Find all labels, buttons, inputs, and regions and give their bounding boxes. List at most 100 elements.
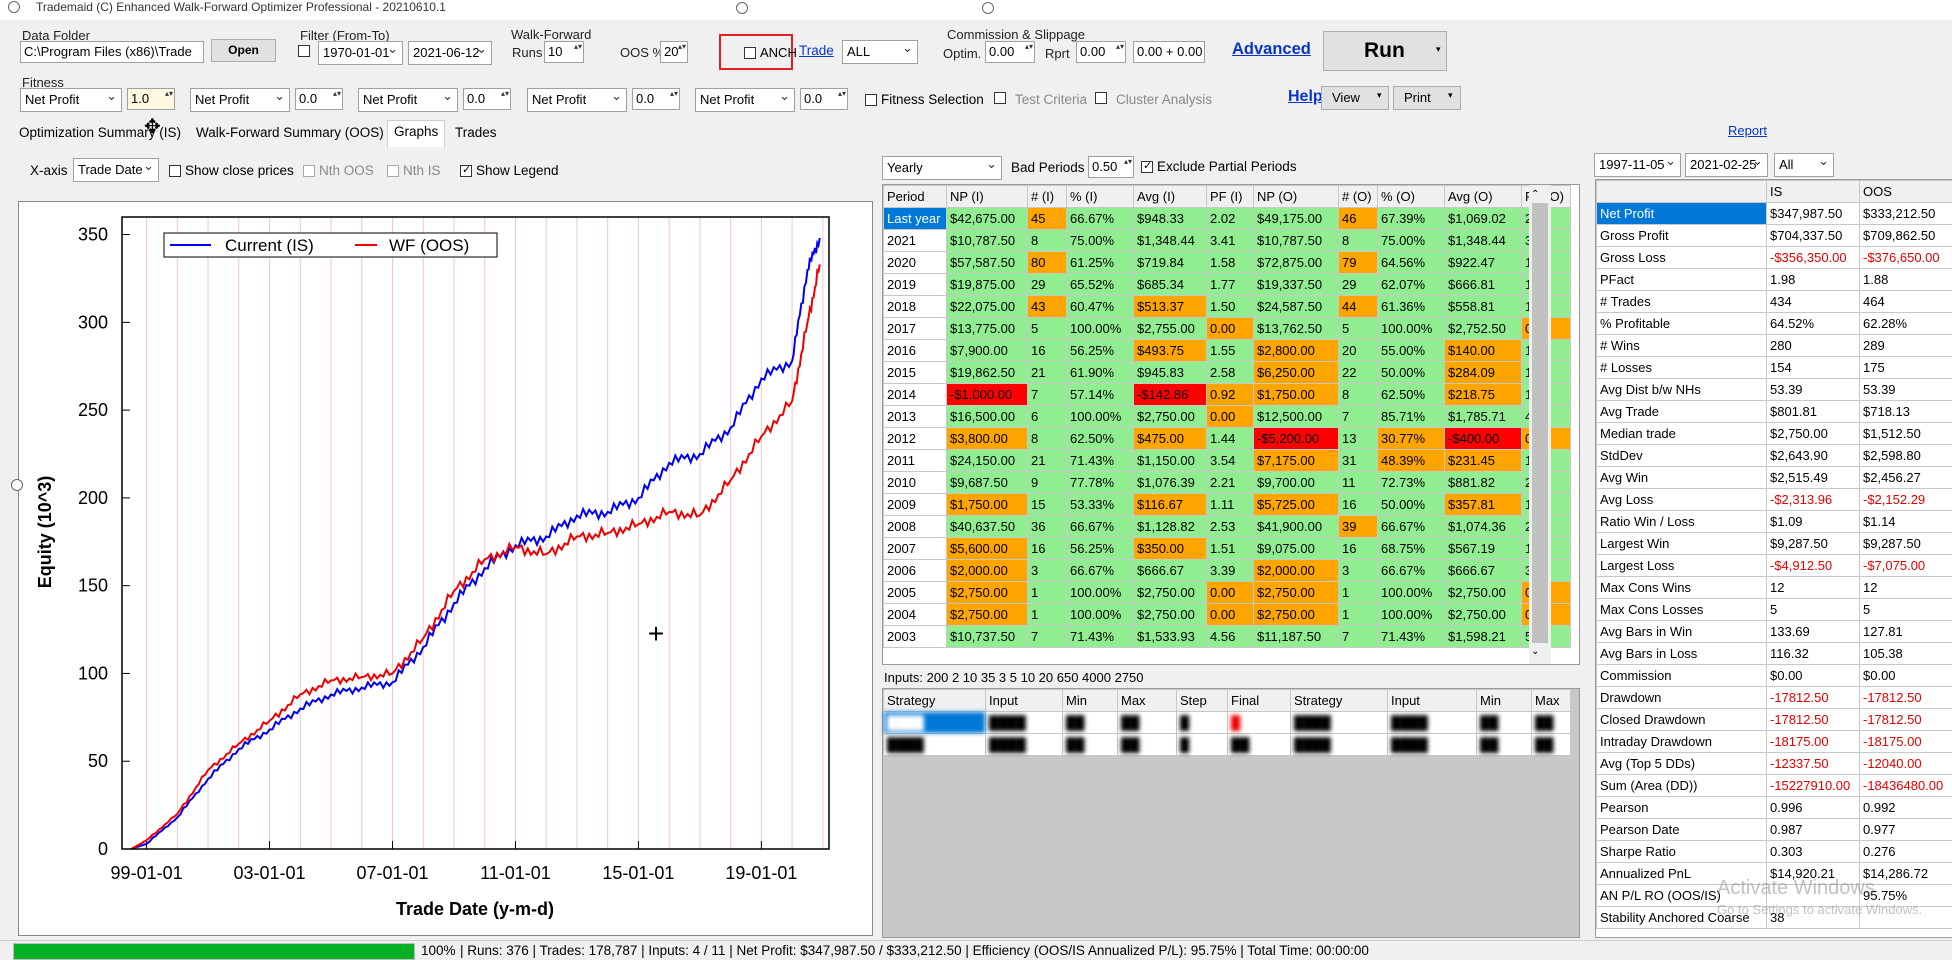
fitness-weight-5[interactable]: 0.0 bbox=[800, 88, 848, 110]
scrollbar-thumb[interactable] bbox=[1532, 203, 1548, 643]
resize-handle-left[interactable] bbox=[11, 479, 23, 491]
inputs-row-2[interactable]: ███████████████████████████ bbox=[884, 734, 1571, 756]
period-col-header[interactable]: NP (I) bbox=[947, 186, 1028, 208]
stats-row[interactable]: Drawdown-17812.50-17812.50 bbox=[1597, 687, 1952, 709]
period-col-header[interactable]: Avg (O) bbox=[1445, 186, 1522, 208]
stats-row[interactable]: Avg (Top 5 DDs)-12337.50-12040.00 bbox=[1597, 753, 1952, 775]
stats-row[interactable]: Avg Win$2,515.49$2,456.27 bbox=[1597, 467, 1952, 489]
stats-row[interactable]: Largest Loss-$4,912.50-$7,075.00 bbox=[1597, 555, 1952, 577]
period-col-header[interactable]: # (O) bbox=[1339, 186, 1378, 208]
stats-scope-select[interactable]: All bbox=[1774, 153, 1834, 177]
run-button[interactable]: Run bbox=[1323, 31, 1447, 71]
period-select[interactable]: Yearly bbox=[882, 156, 1002, 180]
stats-row[interactable]: Avg Trade$801.81$718.13 bbox=[1597, 401, 1952, 423]
trade-filter-select[interactable]: ALL bbox=[842, 40, 918, 64]
resize-handle-top-1[interactable] bbox=[736, 2, 748, 14]
scroll-up-icon[interactable]: ⌃ bbox=[1531, 189, 1539, 200]
stats-row[interactable]: Avg Loss-$2,313.96-$2,152.29 bbox=[1597, 489, 1952, 511]
help-link[interactable]: Help bbox=[1288, 88, 1323, 106]
rprt-stepper[interactable]: 0.00 bbox=[1076, 41, 1126, 63]
view-dropdown-icon[interactable]: ▾ bbox=[1377, 90, 1382, 101]
scroll-down-icon[interactable]: ⌄ bbox=[1531, 646, 1539, 657]
runs-stepper[interactable]: 10 bbox=[544, 41, 584, 63]
stats-row[interactable]: Commission$0.00$0.00 bbox=[1597, 665, 1952, 687]
fitness-weight-4[interactable]: 0.0 bbox=[632, 88, 680, 110]
inputs-row-1[interactable]: ██████████████████████████ bbox=[884, 712, 1571, 734]
filter-from-date[interactable]: 1970-01-01 bbox=[318, 41, 403, 65]
period-col-header[interactable]: NP (O) bbox=[1254, 186, 1339, 208]
stats-row[interactable]: Intraday Drawdown-18175.00-18175.00 bbox=[1597, 731, 1952, 753]
stats-row[interactable]: Net Profit$347,987.50$333,212.50 bbox=[1597, 203, 1952, 225]
bad-periods-stepper[interactable]: 0.50 bbox=[1088, 156, 1134, 178]
tab-trades[interactable]: Trades bbox=[449, 122, 503, 144]
tab-graphs[interactable]: Graphs bbox=[387, 120, 445, 147]
xaxis-select[interactable]: Trade Date bbox=[73, 158, 159, 182]
inputs-col-header[interactable]: Final bbox=[1228, 690, 1291, 712]
show-close-checkbox[interactable] bbox=[169, 165, 181, 177]
show-legend-checkbox[interactable] bbox=[460, 165, 472, 177]
period-col-header[interactable]: PF (I) bbox=[1207, 186, 1254, 208]
period-col-header[interactable]: % (O) bbox=[1378, 186, 1445, 208]
trade-link[interactable]: Trade bbox=[799, 43, 834, 58]
stats-col-header[interactable]: IS bbox=[1767, 181, 1860, 203]
stats-row[interactable]: Ratio Win / Loss$1.09$1.14 bbox=[1597, 511, 1952, 533]
stats-row[interactable]: Closed Drawdown-17812.50-17812.50 bbox=[1597, 709, 1952, 731]
stats-date-from[interactable]: 1997-11-05 bbox=[1594, 153, 1681, 177]
nth-oos-checkbox[interactable] bbox=[303, 165, 315, 177]
test-criteria-checkbox[interactable] bbox=[994, 92, 1006, 104]
stats-row[interactable]: Sum (Area (DD))-15227910.00-18436480.00 bbox=[1597, 775, 1952, 797]
report-link[interactable]: Report bbox=[1728, 123, 1767, 138]
run-dropdown-icon[interactable]: ▾ bbox=[1436, 44, 1441, 55]
period-col-header[interactable]: Avg (I) bbox=[1134, 186, 1207, 208]
advanced-link[interactable]: Advanced bbox=[1232, 40, 1311, 59]
resize-handle-top-2[interactable] bbox=[982, 2, 994, 14]
anch-checkbox[interactable] bbox=[744, 47, 756, 59]
exclude-partial-checkbox[interactable] bbox=[1141, 161, 1153, 173]
optim-stepper[interactable]: 0.00 bbox=[985, 41, 1035, 63]
fitness-metric-4[interactable]: Net Profit bbox=[527, 88, 627, 112]
tab-walk-forward-summary[interactable]: Walk-Forward Summary (OOS) bbox=[190, 122, 390, 144]
inputs-col-header[interactable]: Strategy bbox=[1291, 690, 1388, 712]
period-col-header[interactable]: # (I) bbox=[1028, 186, 1067, 208]
open-button[interactable]: Open bbox=[211, 39, 276, 62]
stats-row[interactable]: Gross Profit$704,337.50$709,862.50 bbox=[1597, 225, 1952, 247]
stats-col-header[interactable]: OOS bbox=[1860, 181, 1952, 203]
inputs-col-header[interactable]: Max bbox=[1118, 690, 1177, 712]
fitness-weight-3[interactable]: 0.0 bbox=[463, 88, 511, 110]
inputs-col-header[interactable]: Min bbox=[1477, 690, 1532, 712]
period-col-header[interactable]: % (I) bbox=[1067, 186, 1134, 208]
inputs-col-header[interactable]: Strategy bbox=[884, 690, 986, 712]
fitness-metric-5[interactable]: Net Profit bbox=[695, 88, 795, 112]
stats-row[interactable]: Median trade$2,750.00$1,512.50 bbox=[1597, 423, 1952, 445]
fitness-selection-checkbox[interactable] bbox=[865, 94, 877, 106]
filter-checkbox[interactable] bbox=[298, 45, 310, 57]
